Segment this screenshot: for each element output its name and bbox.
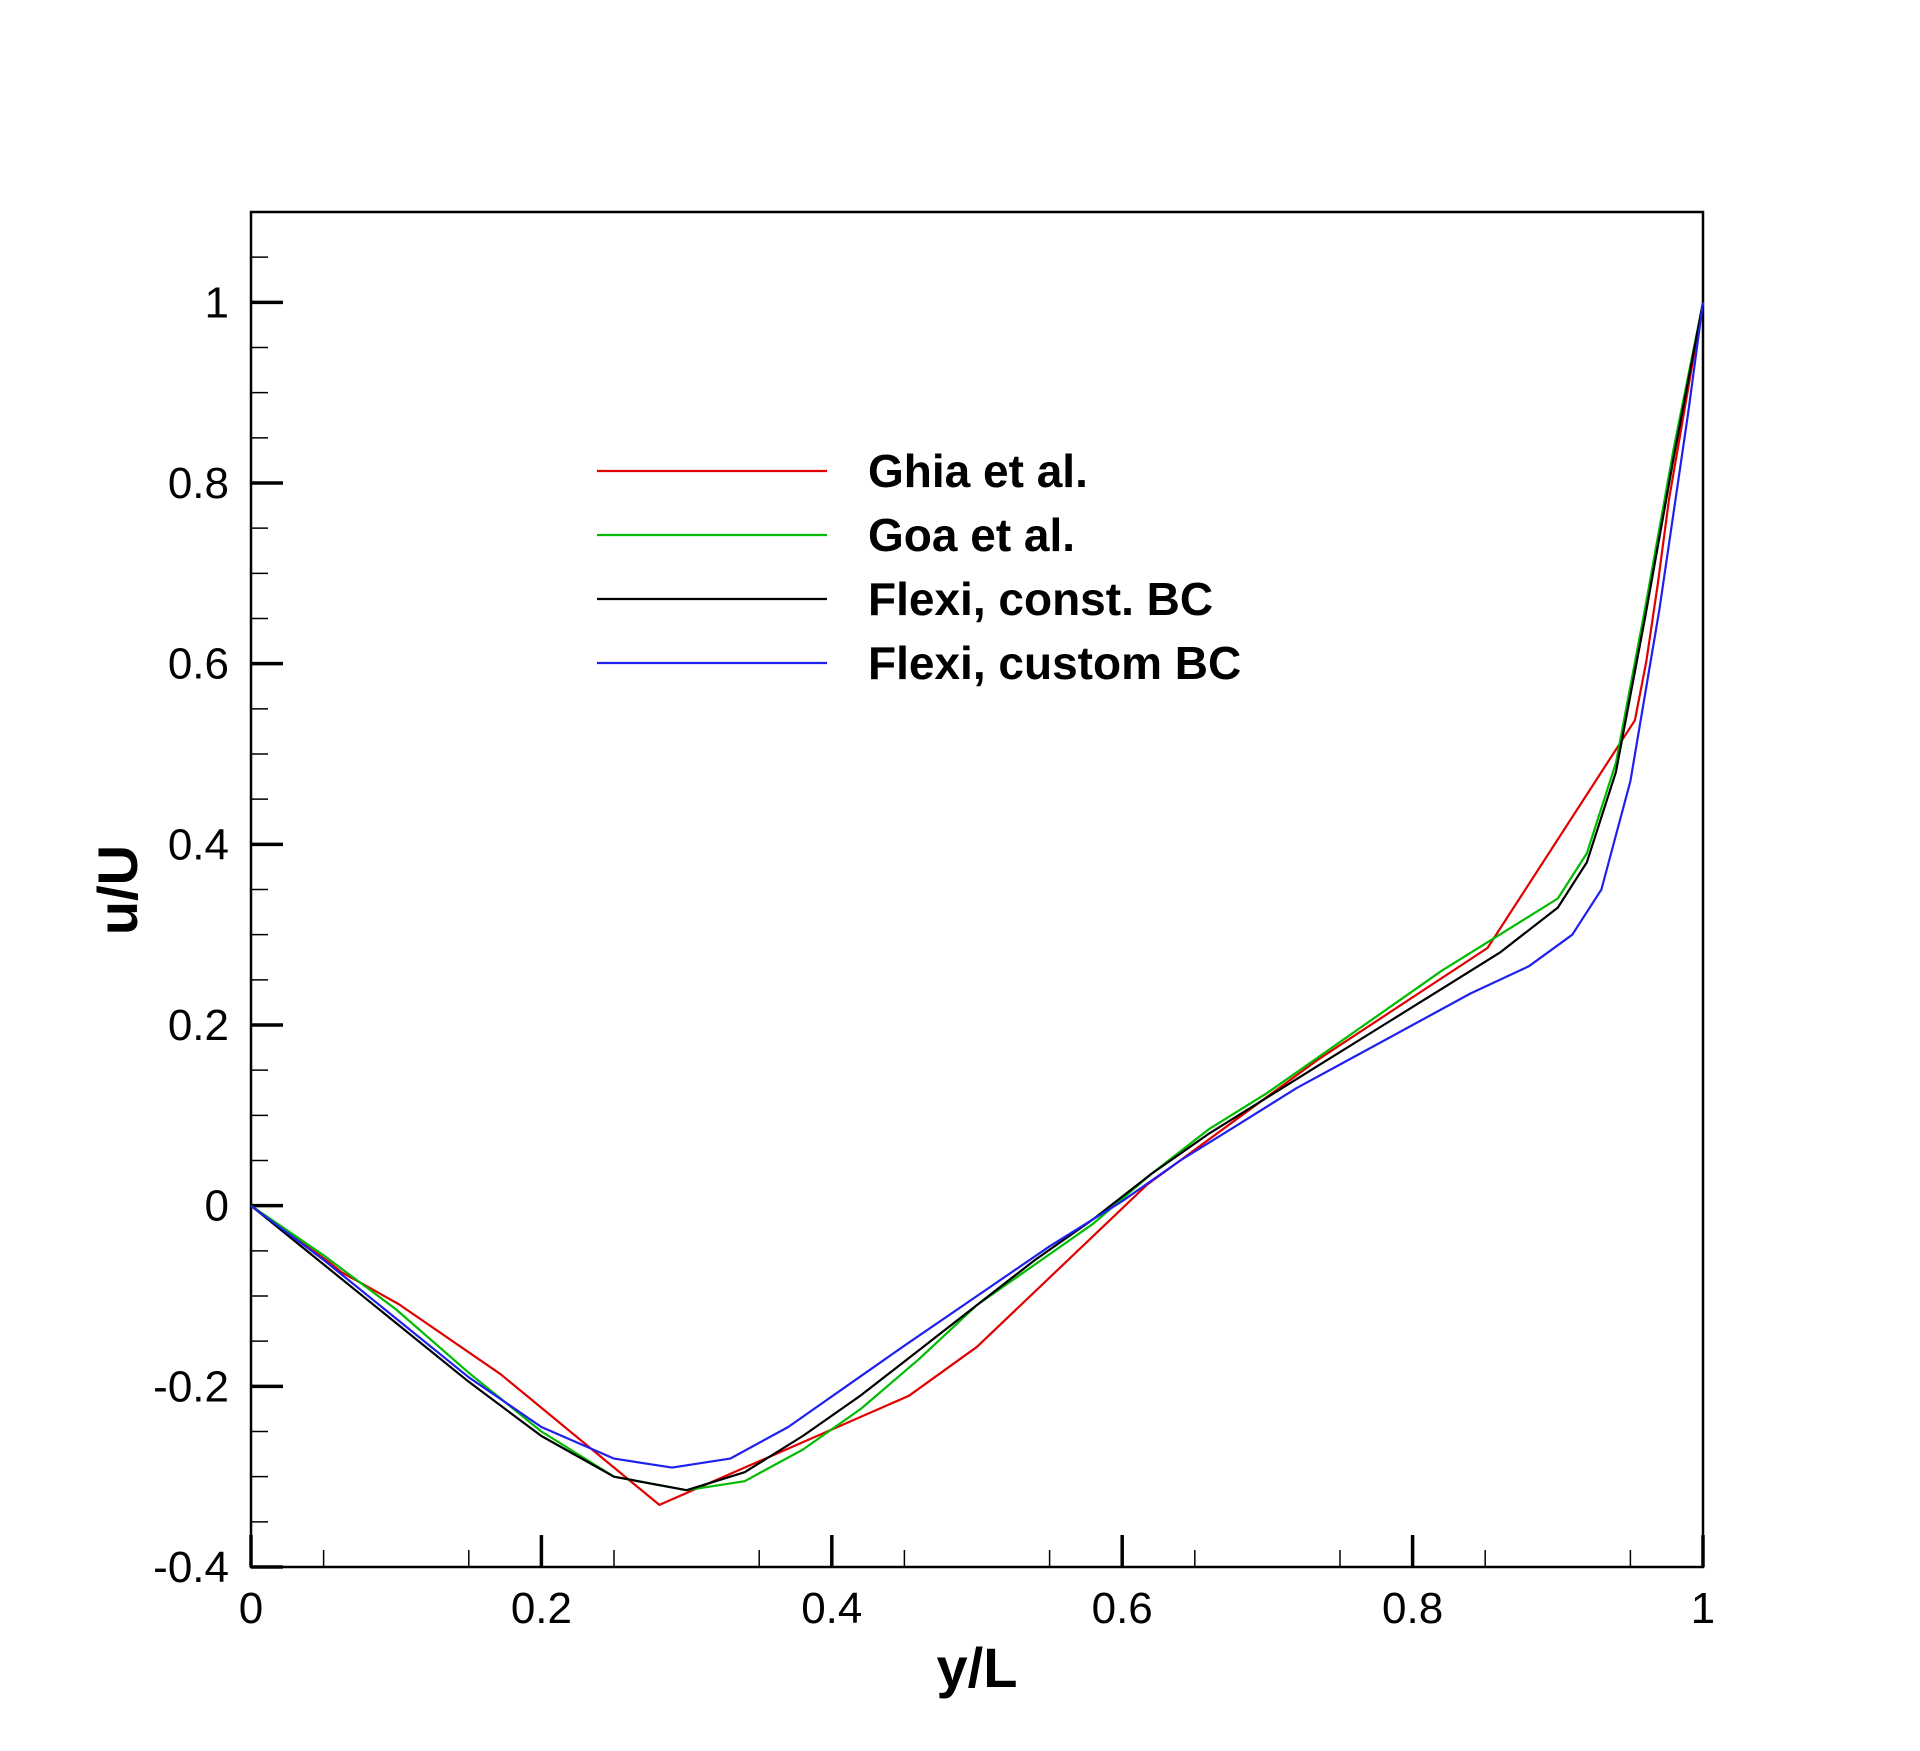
y-tick-label: -0.4 bbox=[153, 1543, 229, 1592]
legend: Ghia et al. Goa et al. Flexi, const. BC Fle… bbox=[597, 445, 1241, 689]
y-axis-label: u/U bbox=[86, 845, 149, 935]
y-tick-label: 0.6 bbox=[168, 640, 229, 689]
y-tick-label: 1 bbox=[205, 278, 229, 327]
series-line-goa-et-al bbox=[250, 302, 1705, 1492]
y-tick-label: -0.2 bbox=[153, 1362, 229, 1411]
y-tick-label: 0.8 bbox=[168, 459, 229, 508]
y-tick-label: 0.4 bbox=[168, 820, 229, 869]
plot-frame bbox=[249, 210, 1705, 1569]
axis-ticks bbox=[249, 211, 1705, 1569]
legend-label: Goa et al. bbox=[868, 509, 1075, 561]
legend-label: Flexi, const. BC bbox=[868, 573, 1213, 625]
legend-label: Ghia et al. bbox=[868, 445, 1088, 497]
x-axis-label: y/L bbox=[937, 1636, 1018, 1699]
series-line-flexi-custom-bc bbox=[250, 302, 1705, 1469]
series-lines bbox=[250, 302, 1705, 1507]
x-tick-label: 1 bbox=[1691, 1584, 1715, 1633]
x-tick-label: 0.2 bbox=[511, 1584, 572, 1633]
y-tick-label: 0 bbox=[205, 1182, 229, 1231]
legend-label: Flexi, custom BC bbox=[868, 637, 1241, 689]
series-line-ghia-et-al bbox=[250, 302, 1705, 1507]
x-tick-label: 0.4 bbox=[801, 1584, 862, 1633]
x-tick-label: 0.6 bbox=[1092, 1584, 1153, 1633]
y-tick-labels: -0.4 -0.2 0 0.2 0.4 0.6 0.8 1 bbox=[153, 278, 229, 1592]
x-tick-label: 0 bbox=[239, 1584, 263, 1633]
x-tick-label: 0.8 bbox=[1382, 1584, 1443, 1633]
x-tick-labels: 0 0.2 0.4 0.6 0.8 1 bbox=[239, 1584, 1715, 1633]
y-tick-label: 0.2 bbox=[168, 1001, 229, 1050]
